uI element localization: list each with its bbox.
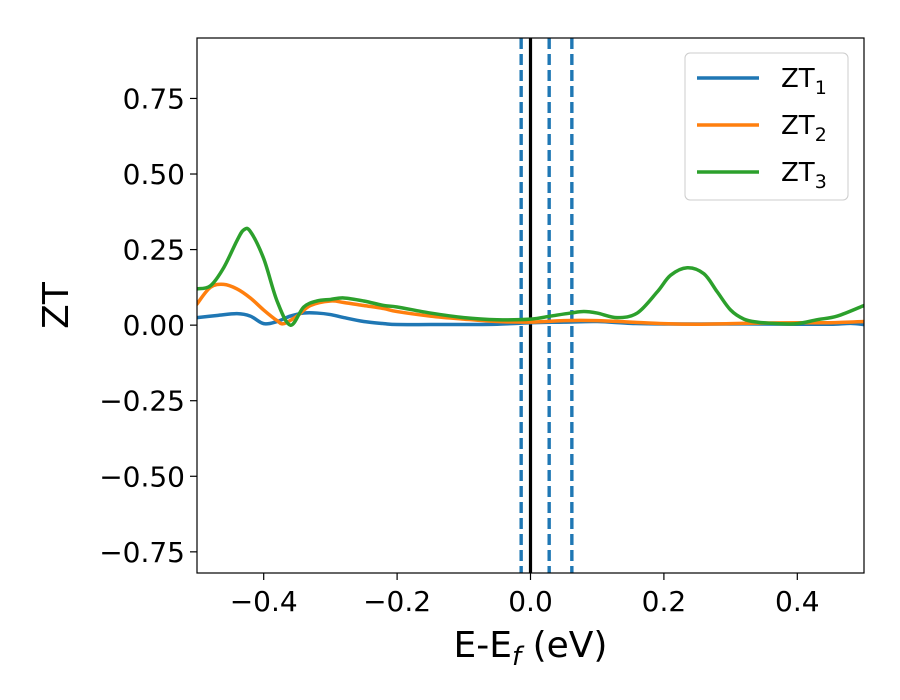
y-tick-label: 0.25: [123, 234, 185, 267]
series-line-zt3: [197, 226, 864, 327]
y-tick-label: −0.50: [99, 460, 185, 493]
legend-box: [684, 52, 849, 201]
y-axis-label: ZT: [36, 281, 77, 329]
y-tick-label: 0.75: [123, 82, 185, 115]
x-tick-label: −0.4: [230, 585, 298, 618]
legend-entry-label: ZT2: [781, 111, 827, 146]
legend-entry-label: ZT3: [781, 158, 827, 193]
series-line-zt2: [197, 282, 864, 326]
legend: ZT1 ZT2 ZT3: [684, 52, 849, 201]
y-tick-label: −0.25: [99, 385, 185, 418]
y-tick-label: −0.75: [99, 536, 185, 569]
x-tick-label: 0.0: [508, 585, 553, 618]
y-tick-label: 0.00: [123, 309, 185, 342]
x-tick-label: 0.2: [642, 585, 687, 618]
legend-entry-label: ZT1: [781, 64, 827, 99]
x-axis-label: E-Ef (eV): [454, 625, 608, 672]
y-tick-label: 0.50: [123, 158, 185, 191]
x-tick-label: 0.4: [775, 585, 820, 618]
x-tick-label: −0.2: [363, 585, 431, 618]
